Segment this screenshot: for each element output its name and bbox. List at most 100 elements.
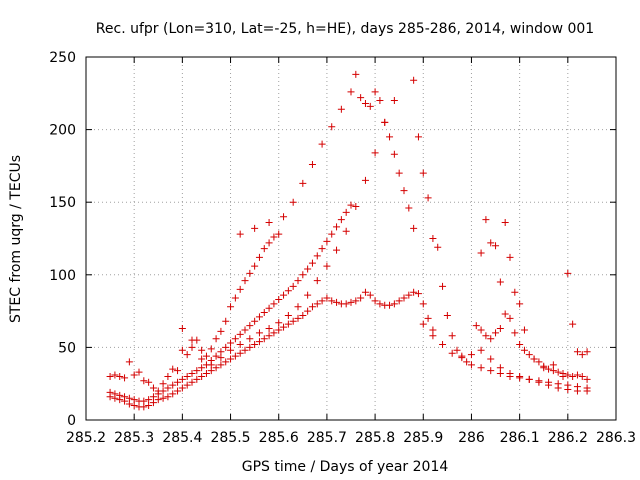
data-point [487, 335, 495, 343]
data-point [318, 297, 326, 305]
data-point [280, 291, 288, 299]
data-point [573, 387, 581, 395]
data-point [410, 224, 418, 232]
data-point [159, 394, 167, 402]
data-point [260, 245, 268, 253]
x-tick-label: 285.7 [307, 430, 347, 446]
data-point [212, 352, 220, 360]
y-tick-label: 150 [49, 195, 76, 211]
data-point [545, 365, 553, 373]
x-tick-label: 285.9 [403, 430, 443, 446]
chart-title: Rec. ufpr (Lon=310, Lat=-25, h=HE), days… [96, 21, 594, 37]
data-point [308, 303, 316, 311]
data-point [381, 118, 389, 126]
data-point [280, 323, 288, 331]
data-point [299, 311, 307, 319]
data-point [207, 345, 215, 353]
data-point [390, 150, 398, 158]
data-point [463, 358, 471, 366]
data-point [164, 393, 172, 401]
data-point [174, 387, 182, 395]
data-point [265, 304, 273, 312]
data-point [525, 351, 533, 359]
data-point [496, 325, 504, 333]
data-point [308, 160, 316, 168]
data-point [289, 198, 297, 206]
data-point [270, 329, 278, 337]
data-point [106, 388, 114, 396]
data-point [140, 397, 148, 405]
data-point [342, 227, 350, 235]
x-tick-label: 286.3 [596, 430, 636, 446]
data-point [280, 213, 288, 221]
data-point [222, 358, 230, 366]
data-point [439, 282, 447, 290]
data-point [361, 99, 369, 107]
data-point [477, 364, 485, 372]
data-point [294, 303, 302, 311]
data-point [106, 372, 114, 380]
data-point [424, 314, 432, 322]
data-point [337, 105, 345, 113]
data-point [496, 278, 504, 286]
data-point [178, 375, 186, 383]
data-point [183, 351, 191, 359]
data-point [246, 322, 254, 330]
data-point [352, 297, 360, 305]
data-point [573, 348, 581, 356]
plot-frame [85, 56, 617, 421]
data-point [366, 291, 374, 299]
data-point [308, 259, 316, 267]
data-point [328, 297, 336, 305]
data-point [410, 288, 418, 296]
data-point [140, 377, 148, 385]
data-point [174, 367, 182, 375]
x-tick-label: 285.3 [114, 430, 154, 446]
data-point [564, 269, 572, 277]
data-point [386, 301, 394, 309]
data-point [116, 391, 124, 399]
series-sat-i [472, 310, 591, 383]
data-point [121, 393, 129, 401]
data-point [217, 361, 225, 369]
data-point [487, 367, 495, 375]
data-point [255, 253, 263, 261]
data-point [390, 300, 398, 308]
data-point [246, 269, 254, 277]
data-point [482, 332, 490, 340]
data-point [294, 277, 302, 285]
axes: 285.2 285.3 285.4 285.5 285.6 285.7 285.8 285.9… [49, 50, 636, 446]
data-point [212, 364, 220, 372]
data-point [414, 290, 422, 298]
data-point [169, 390, 177, 398]
x-tick-label: 286.2 [548, 430, 588, 446]
data-point [429, 235, 437, 242]
data-point [477, 346, 485, 354]
data-point [217, 354, 225, 362]
data-point [125, 358, 133, 366]
data-point [236, 330, 244, 338]
y-tick-label: 250 [49, 50, 76, 66]
data-point [159, 380, 167, 388]
data-point [260, 335, 268, 343]
y-tick-label: 50 [58, 340, 76, 356]
data-point [135, 368, 143, 376]
data-point [569, 320, 577, 328]
data-point [357, 294, 365, 302]
data-point [506, 314, 514, 322]
data-point [424, 194, 432, 202]
data-point [241, 277, 249, 285]
data-point [453, 346, 461, 354]
data-point [227, 346, 235, 354]
data-point [270, 300, 278, 308]
data-point [371, 149, 379, 157]
data-point [347, 298, 355, 306]
data-point [198, 372, 206, 380]
x-tick-label: 286.1 [500, 430, 540, 446]
data-point [164, 384, 172, 392]
data-point [342, 300, 350, 308]
data-point [405, 204, 413, 212]
data-point [304, 265, 312, 273]
data-point [111, 371, 119, 379]
data-point [583, 387, 591, 395]
